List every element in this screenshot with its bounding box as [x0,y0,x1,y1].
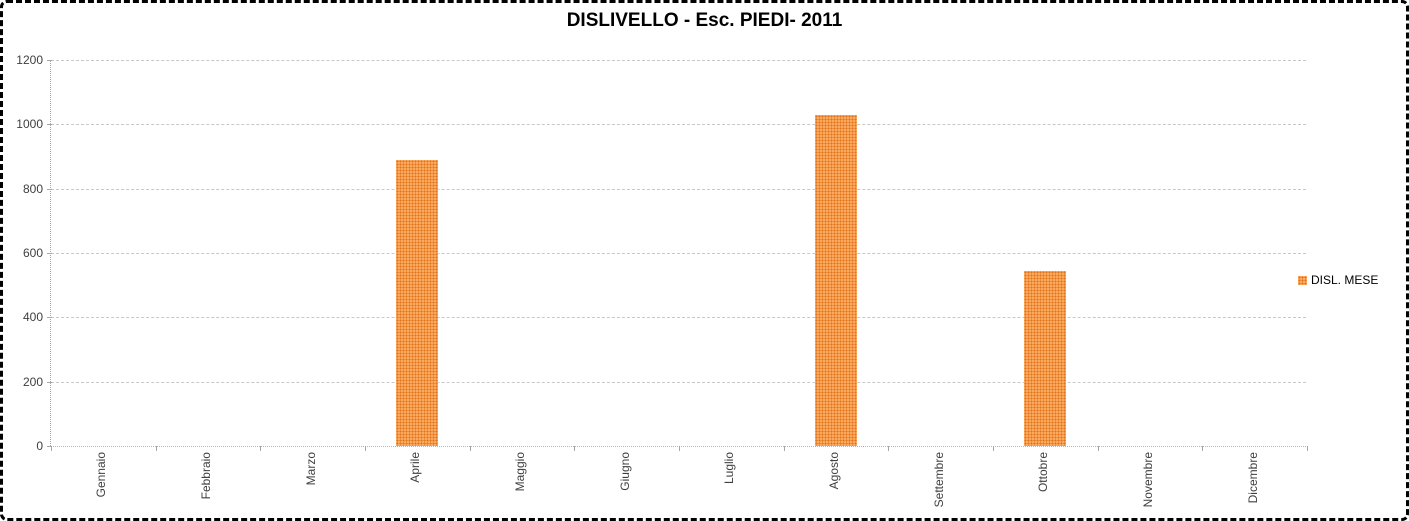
bar-agosto [815,114,857,446]
y-label-800: 800 [22,181,43,196]
y-label-600: 600 [22,246,43,260]
x-axis-tick [993,446,994,451]
y-axis-tick [47,124,52,126]
y-axis-tick [47,60,52,61]
gridline-200 [51,381,1306,383]
x-label-maggio: Maggio [513,452,527,492]
y-axis-tick [47,317,52,319]
x-axis-tick [365,446,366,451]
x-label-ottobre: Ottobre [1036,452,1051,493]
y-label-400: 400 [22,310,43,325]
x-axis-tick [155,446,157,451]
bar-ottobre [1024,270,1067,446]
legend: DISL. MESE [1298,273,1378,287]
x-label-luglio: Luglio [722,452,737,485]
gridline-1200 [51,60,1306,61]
x-label-gennaio: Gennaio [94,452,109,498]
x-label-dicembre: Dicembre [1245,452,1260,504]
x-axis-tick [1097,446,1099,451]
chart-title: DISLIVELLO - Esc. PIEDI- 2011 [566,10,843,31]
gridline-1000 [51,124,1306,126]
y-axis-tick [47,381,52,383]
x-axis-tick [469,446,471,451]
legend-label: DISL. MESE [1311,273,1379,287]
x-axis-tick [51,446,52,451]
y-label-200: 200 [22,374,43,389]
x-label-marzo: Marzo [303,452,318,486]
plot-area [47,60,1308,451]
legend-swatch-icon [1298,275,1307,285]
gridline-400 [51,317,1306,319]
x-axis-tick [1307,446,1308,451]
x-axis-tick [679,446,680,451]
x-axis-tick [783,446,785,451]
gridline-600 [51,253,1306,254]
y-label-0: 0 [36,439,43,453]
x-axis-tick [888,446,890,451]
x-label-giugno: Giugno [617,452,632,491]
y-label-1200: 1200 [16,53,43,67]
gridline-800 [51,188,1306,190]
x-label-novembre: Novembre [1141,452,1155,508]
x-axis-tick [1202,446,1204,451]
x-axis-tick [260,446,262,451]
x-label-aprile: Aprile [408,452,423,483]
gridline-0 [51,446,1306,447]
y-label-1000: 1000 [16,117,43,132]
y-axis-tick [47,253,52,254]
x-label-agosto: Agosto [827,452,841,490]
y-axis-tick [47,446,52,447]
y-axis-tick [47,188,52,190]
x-label-settembre: Settembre [931,452,946,508]
x-axis-tick [574,446,576,451]
bar-aprile [396,159,439,446]
x-label-febbraio: Febbraio [199,452,213,500]
